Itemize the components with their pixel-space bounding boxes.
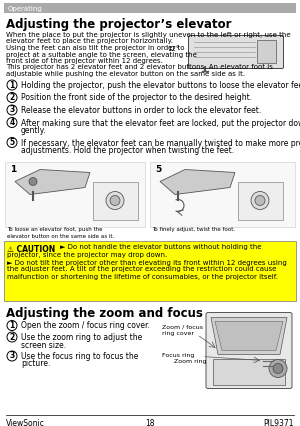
Circle shape [7,138,17,147]
FancyBboxPatch shape [238,181,283,219]
Circle shape [255,196,265,205]
Text: 1: 1 [10,164,16,173]
FancyBboxPatch shape [206,313,292,389]
Text: 1: 1 [9,81,15,89]
Text: ► Do not handle the elevator buttons without holding the: ► Do not handle the elevator buttons wit… [60,245,262,250]
Circle shape [273,363,283,374]
Text: project at a suitable angle to the screen, elevating the: project at a suitable angle to the scree… [6,52,197,58]
Text: elevator button on the same side as it.: elevator button on the same side as it. [7,233,114,239]
Text: adjustable while pushing the elevator button on the same side as it.: adjustable while pushing the elevator bu… [6,71,245,77]
FancyBboxPatch shape [257,40,277,63]
Text: After making sure that the elevator feet are locked, put the projector down: After making sure that the elevator feet… [21,118,300,127]
Circle shape [29,178,37,185]
FancyBboxPatch shape [93,181,138,219]
FancyBboxPatch shape [4,3,296,13]
Text: Operating: Operating [8,6,43,12]
Text: Using the feet can also tilt the projector in order to: Using the feet can also tilt the project… [6,45,184,51]
Polygon shape [213,359,285,385]
Circle shape [269,360,287,377]
Text: PJL9371: PJL9371 [263,419,294,426]
Text: picture.: picture. [21,360,50,368]
Text: 5: 5 [155,164,161,173]
Circle shape [106,192,124,210]
Text: ViewSonic: ViewSonic [6,419,45,426]
Circle shape [7,80,17,90]
FancyBboxPatch shape [4,241,296,300]
Circle shape [7,118,17,127]
Text: ► Do not tilt the projector other than elevating its front within 12 degrees usi: ► Do not tilt the projector other than e… [7,259,287,265]
Text: 1: 1 [9,321,15,330]
Text: This projector has 2 elevator feet and 2 elevator buttons. An elevator foot is: This projector has 2 elevator feet and 2… [6,64,273,70]
FancyBboxPatch shape [150,161,295,227]
Text: 12°: 12° [167,46,179,52]
Text: Adjusting the zoom and focus: Adjusting the zoom and focus [6,306,203,320]
Polygon shape [211,317,287,354]
Circle shape [7,320,17,331]
Text: elevator feet to place the projector horizontally.: elevator feet to place the projector hor… [6,38,173,44]
FancyBboxPatch shape [5,161,145,227]
Text: front side of the projector within 12 degrees.: front side of the projector within 12 de… [6,58,163,64]
Text: Use the focus ring to focus the: Use the focus ring to focus the [21,352,138,361]
Polygon shape [160,170,235,195]
Text: projector, since the projector may drop down.: projector, since the projector may drop … [7,251,167,257]
Circle shape [7,92,17,103]
Text: Focus ring: Focus ring [162,352,194,357]
Text: 18: 18 [145,419,155,426]
Text: Use the zoom ring to adjust the: Use the zoom ring to adjust the [21,333,142,342]
Text: malfunction or shortening the lifetime of consumables, or the projector itself.: malfunction or shortening the lifetime o… [7,273,278,279]
Text: Open the zoom / focus ring cover.: Open the zoom / focus ring cover. [21,322,150,331]
Circle shape [251,192,269,210]
Text: If necessary, the elevator feet can be manually twisted to make more precise: If necessary, the elevator feet can be m… [21,138,300,147]
Circle shape [7,105,17,115]
Text: Adjusting the projector’s elevator: Adjusting the projector’s elevator [6,18,232,31]
Circle shape [110,196,120,205]
Text: Zoom ring: Zoom ring [174,360,206,365]
Text: 5: 5 [9,138,15,147]
Text: the adjuster feet. A tilt of the projector exceeding the restriction could cause: the adjuster feet. A tilt of the project… [7,267,276,273]
Text: Holding the projector, push the elevator buttons to loose the elevator feet.: Holding the projector, push the elevator… [21,81,300,90]
Circle shape [7,351,17,361]
Circle shape [7,332,17,342]
Text: 3: 3 [9,351,15,360]
Text: adjustments. Hold the projector when twisting the feet.: adjustments. Hold the projector when twi… [21,146,234,155]
Text: ⚠ CAUTION: ⚠ CAUTION [7,245,55,253]
Text: 2: 2 [9,93,15,102]
Text: 2: 2 [9,333,15,342]
Text: Release the elevator buttons in order to lock the elevator feet.: Release the elevator buttons in order to… [21,106,261,115]
Text: Zoom / focus
ring cover: Zoom / focus ring cover [162,325,203,336]
Polygon shape [215,322,283,351]
Text: When the place to put the projector is slightly uneven to the left or right, use: When the place to put the projector is s… [6,32,291,38]
Text: 3: 3 [9,106,15,115]
Text: To finely adjust, twist the foot.: To finely adjust, twist the foot. [152,227,235,233]
Text: screen size.: screen size. [21,340,66,349]
FancyBboxPatch shape [188,35,284,69]
Text: 4: 4 [9,118,15,127]
Text: To loose an elevator foot, push the: To loose an elevator foot, push the [7,227,103,233]
Text: Position the front side of the projector to the desired height.: Position the front side of the projector… [21,93,252,103]
Text: gently.: gently. [21,126,46,135]
Polygon shape [15,170,90,195]
